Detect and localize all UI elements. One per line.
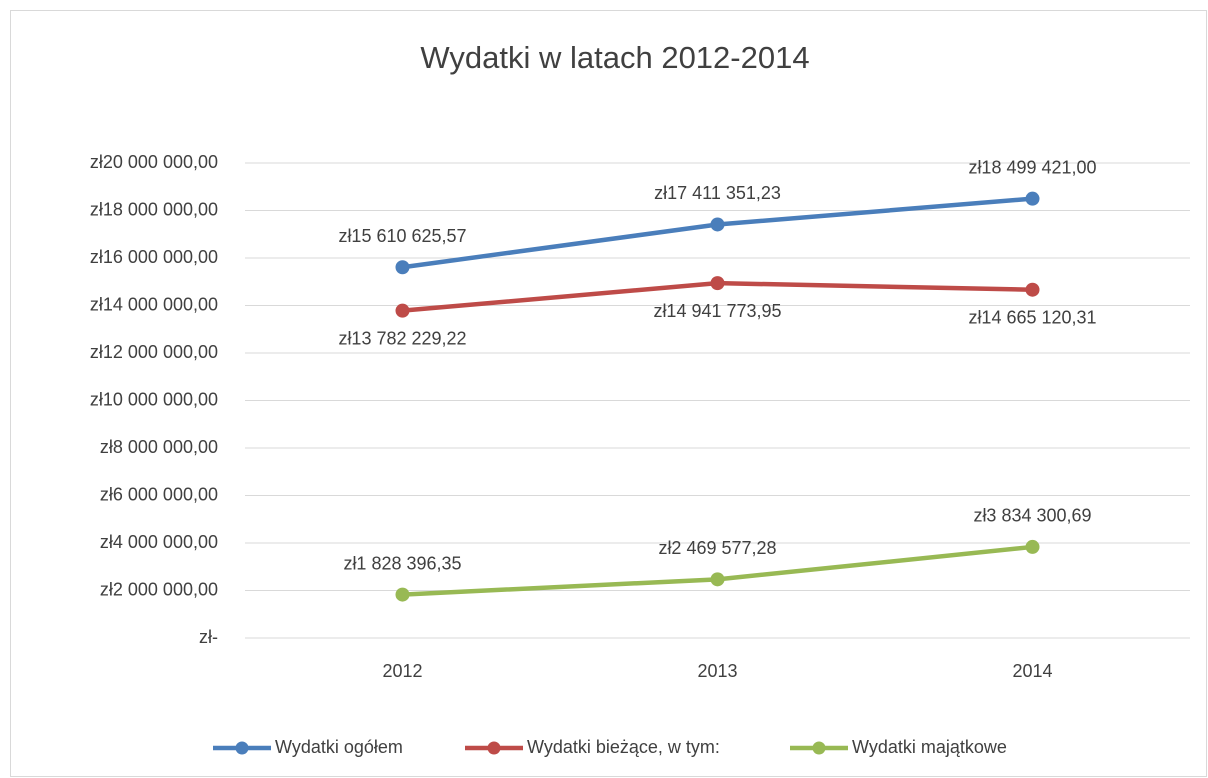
y-tick-label: zł- <box>199 627 218 647</box>
data-label: zł14 665 120,31 <box>968 307 1096 327</box>
y-tick-label: zł10 000 000,00 <box>90 389 218 409</box>
chart-border <box>10 10 1207 777</box>
data-point <box>1025 191 1040 206</box>
data-point <box>395 587 410 602</box>
data-label: zł2 469 577,28 <box>658 538 776 558</box>
legend-marker <box>487 741 501 755</box>
data-point <box>395 303 410 318</box>
y-tick-label: zł20 000 000,00 <box>90 152 218 172</box>
data-label: zł14 941 773,95 <box>653 301 781 321</box>
legend-label: Wydatki bieżące, w tym: <box>527 737 720 757</box>
y-tick-label: zł2 000 000,00 <box>100 579 218 599</box>
data-point <box>710 572 725 587</box>
data-label: zł18 499 421,00 <box>968 157 1096 177</box>
legend-marker <box>235 741 249 755</box>
y-tick-label: zł16 000 000,00 <box>90 247 218 267</box>
legend-label: Wydatki majątkowe <box>852 737 1007 757</box>
legend-marker <box>812 741 826 755</box>
data-point <box>710 217 725 232</box>
x-tick-label: 2014 <box>1012 661 1052 681</box>
data-point <box>1025 539 1040 554</box>
data-label: zł1 828 396,35 <box>343 553 461 573</box>
y-tick-label: zł4 000 000,00 <box>100 532 218 552</box>
legend-label: Wydatki ogółem <box>275 737 403 757</box>
x-tick-label: 2012 <box>382 661 422 681</box>
data-label: zł13 782 229,22 <box>338 328 466 348</box>
data-point <box>1025 282 1040 297</box>
data-label: zł15 610 625,57 <box>338 226 466 246</box>
y-tick-label: zł12 000 000,00 <box>90 342 218 362</box>
data-point <box>710 276 725 291</box>
y-tick-label: zł6 000 000,00 <box>100 484 218 504</box>
y-tick-label: zł14 000 000,00 <box>90 294 218 314</box>
y-tick-label: zł8 000 000,00 <box>100 437 218 457</box>
data-label: zł3 834 300,69 <box>973 506 1091 526</box>
data-point <box>395 260 410 275</box>
y-tick-label: zł18 000 000,00 <box>90 199 218 219</box>
chart-title: Wydatki w latach 2012-2014 <box>420 40 809 75</box>
data-label: zł17 411 351,23 <box>654 183 781 203</box>
x-tick-label: 2013 <box>697 661 737 681</box>
